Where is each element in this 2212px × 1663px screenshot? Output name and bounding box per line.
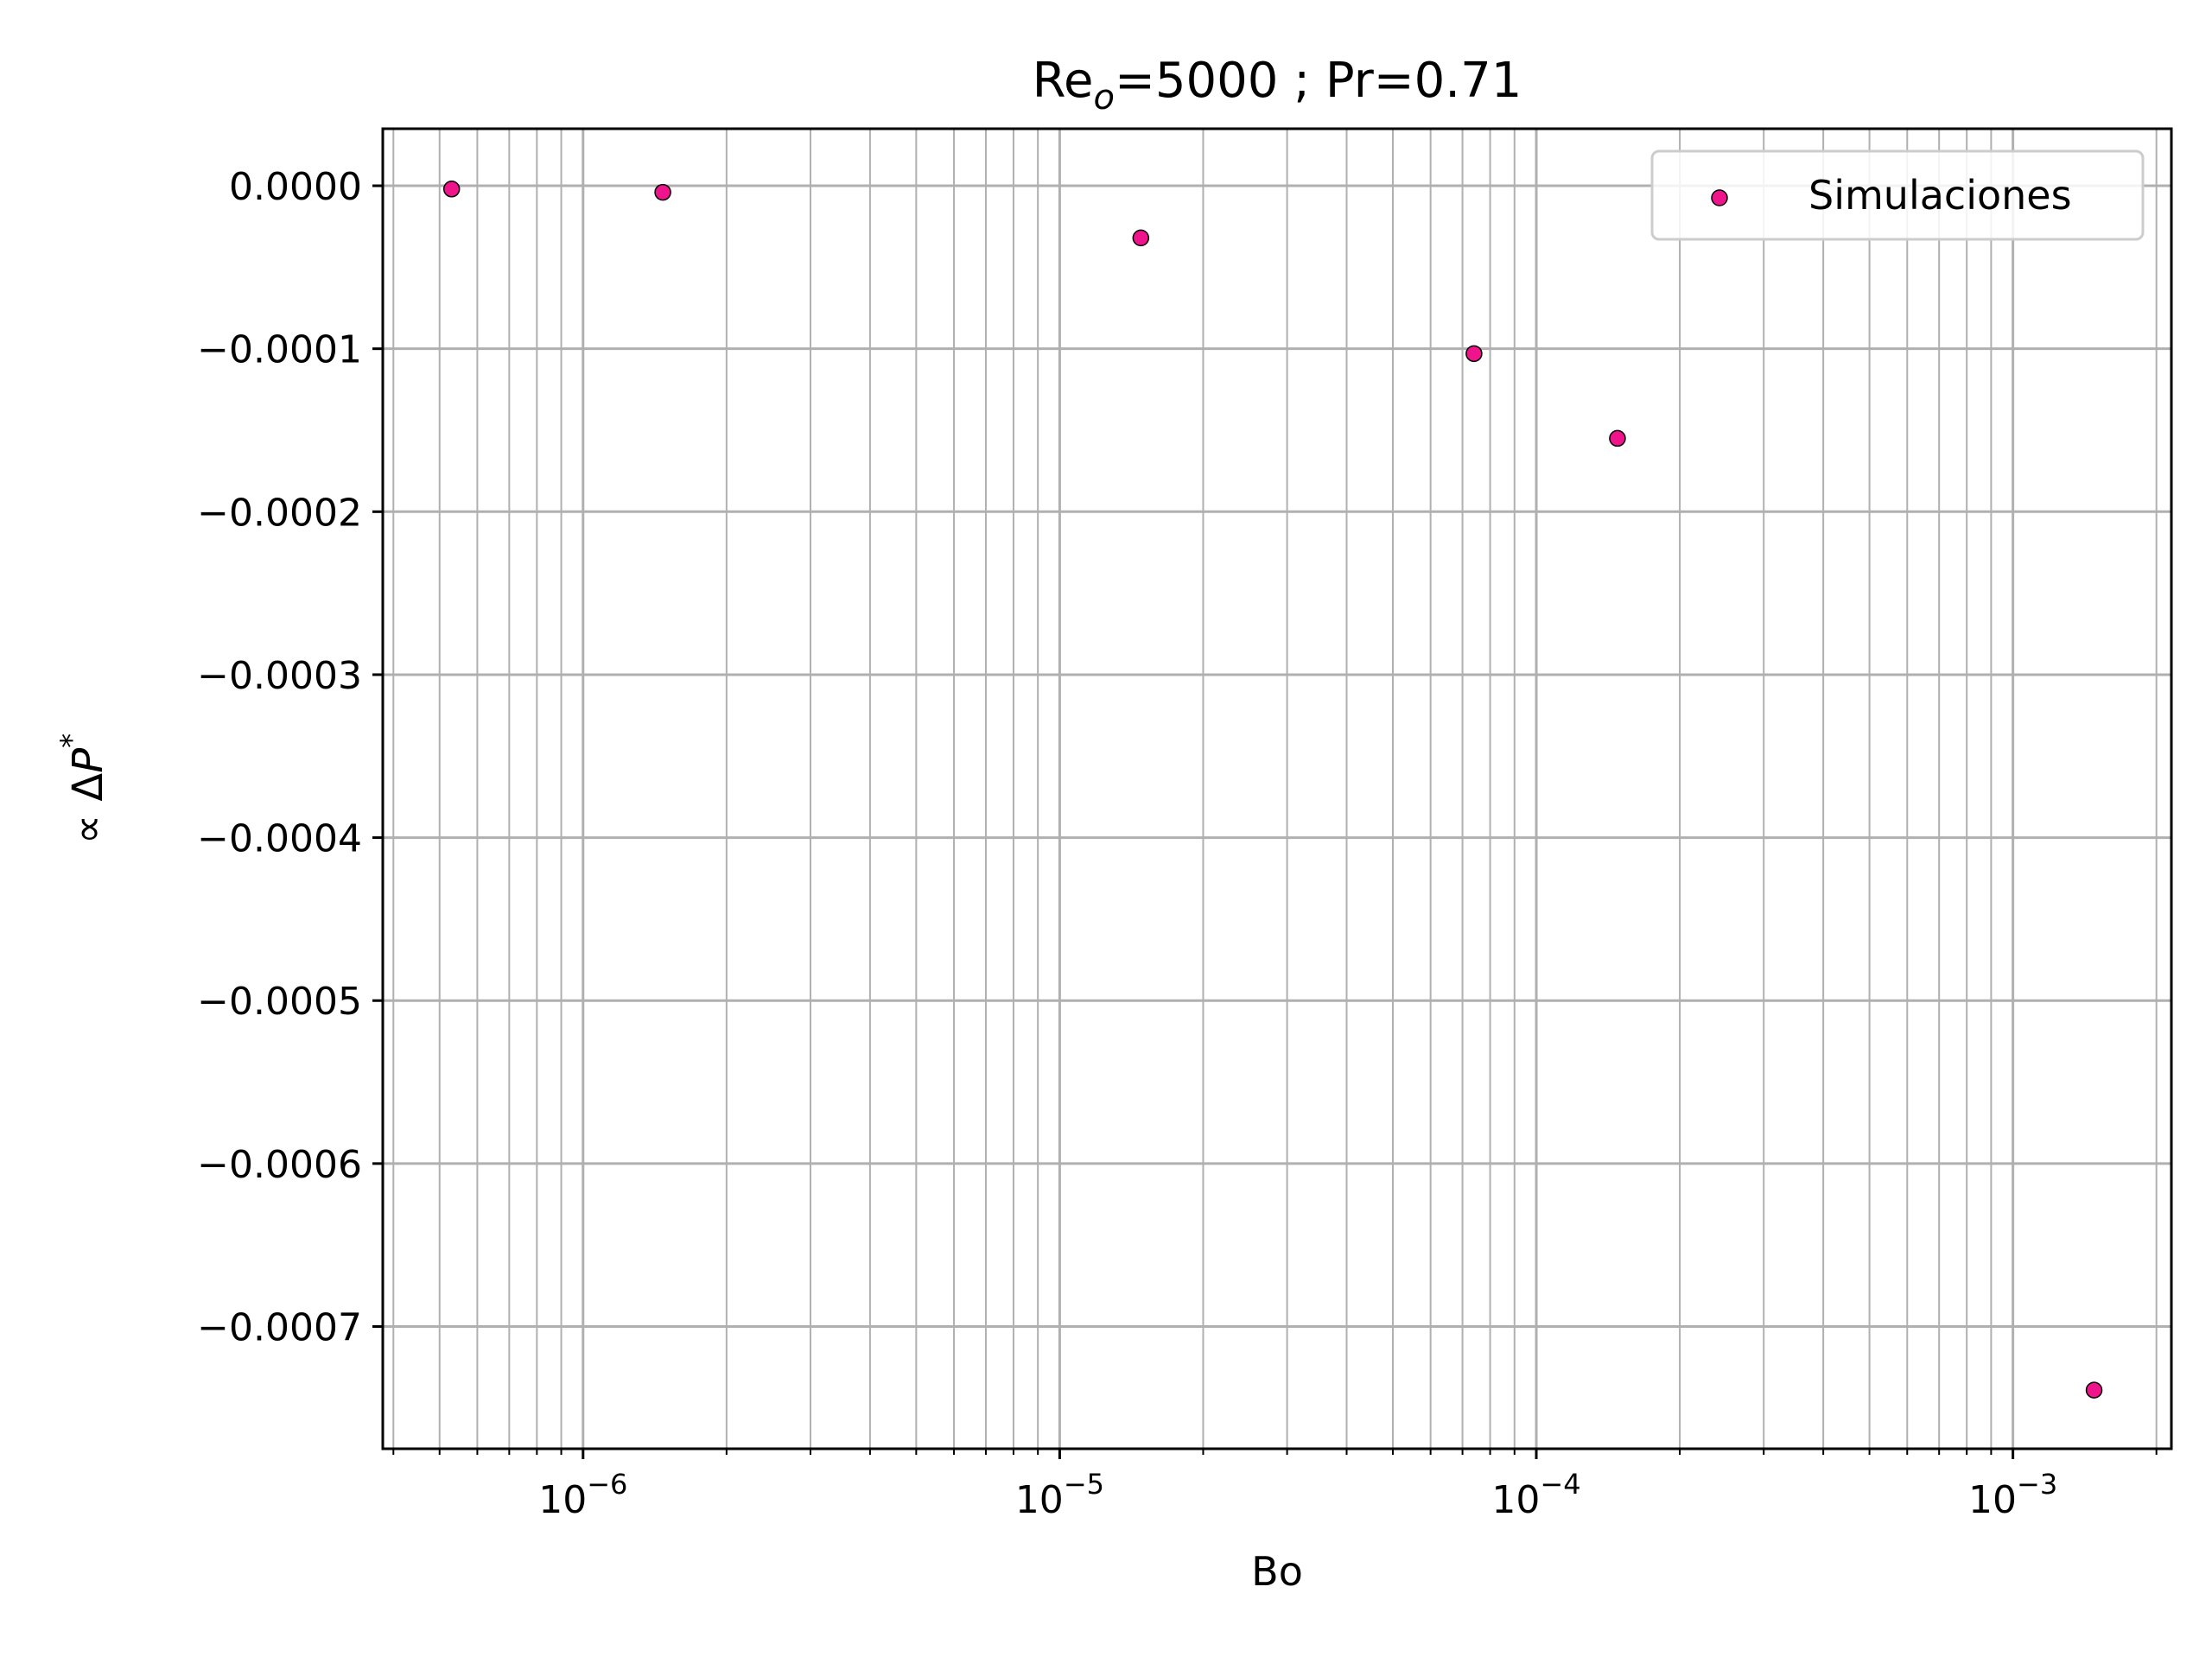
y-tick-label: −0.0001 [197, 328, 362, 372]
x-tick-label-exponent: −5 [1064, 1468, 1104, 1501]
y-tick-label: −0.0002 [197, 491, 362, 535]
y-axis-label: ∝ ΔP* [54, 733, 112, 844]
y-tick-label: 0.0000 [229, 165, 362, 209]
data-point [2085, 1381, 2103, 1399]
x-tick-label-base: 10 [1015, 1478, 1064, 1522]
x-tick-label-exponent: −4 [1540, 1468, 1580, 1501]
ticks: 10−6 10−5 10−4 10−30.0000−0.0001−0.0002−0.0… [197, 165, 2158, 1522]
data-points [442, 181, 2103, 1399]
data-point [442, 181, 461, 198]
chart-title-subscript: o [1094, 78, 1115, 117]
legend: Simulaciones [1650, 149, 2145, 241]
y-tick-label: −0.0003 [197, 654, 362, 698]
data-point [654, 183, 671, 201]
x-axis-label: Bo [1251, 1548, 1303, 1595]
y-tick-label: −0.0007 [197, 1306, 362, 1350]
axes-frame [381, 127, 2173, 1450]
chart-title-rest: =5000 ; Pr=0.71 [1115, 53, 1522, 109]
y-tick-label: −0.0004 [197, 817, 362, 861]
data-point [1609, 429, 1626, 447]
legend-marker [1711, 189, 1728, 206]
y-tick-label: −0.0005 [197, 980, 362, 1024]
x-tick-label-base: 10 [538, 1478, 587, 1522]
y-axis-label-var: P [64, 748, 112, 773]
chart-title: Reo=5000 ; Pr=0.71 [1033, 53, 1522, 117]
x-tick-label: 10−6 [538, 1468, 627, 1522]
chart-title-main: Re [1033, 53, 1094, 109]
x-tick-label: 10−3 [1968, 1468, 2057, 1522]
x-tick-label: 10−4 [1491, 1468, 1580, 1522]
data-point [1465, 345, 1483, 363]
x-tick-label-base: 10 [1491, 1478, 1540, 1522]
x-tick-label-exponent: −6 [587, 1468, 627, 1501]
x-tick-label: 10−5 [1015, 1468, 1104, 1522]
legend-label: Simulaciones [1808, 172, 2072, 219]
y-axis-label-prefix: ∝ Δ [64, 773, 112, 845]
y-tick-label: −0.0006 [197, 1143, 362, 1187]
x-tick-label-exponent: −3 [2017, 1468, 2057, 1501]
y-axis-label-sup: * [54, 733, 89, 748]
legend-box [1650, 149, 2145, 241]
data-point [1132, 229, 1150, 247]
x-tick-label-base: 10 [1968, 1478, 2017, 1522]
